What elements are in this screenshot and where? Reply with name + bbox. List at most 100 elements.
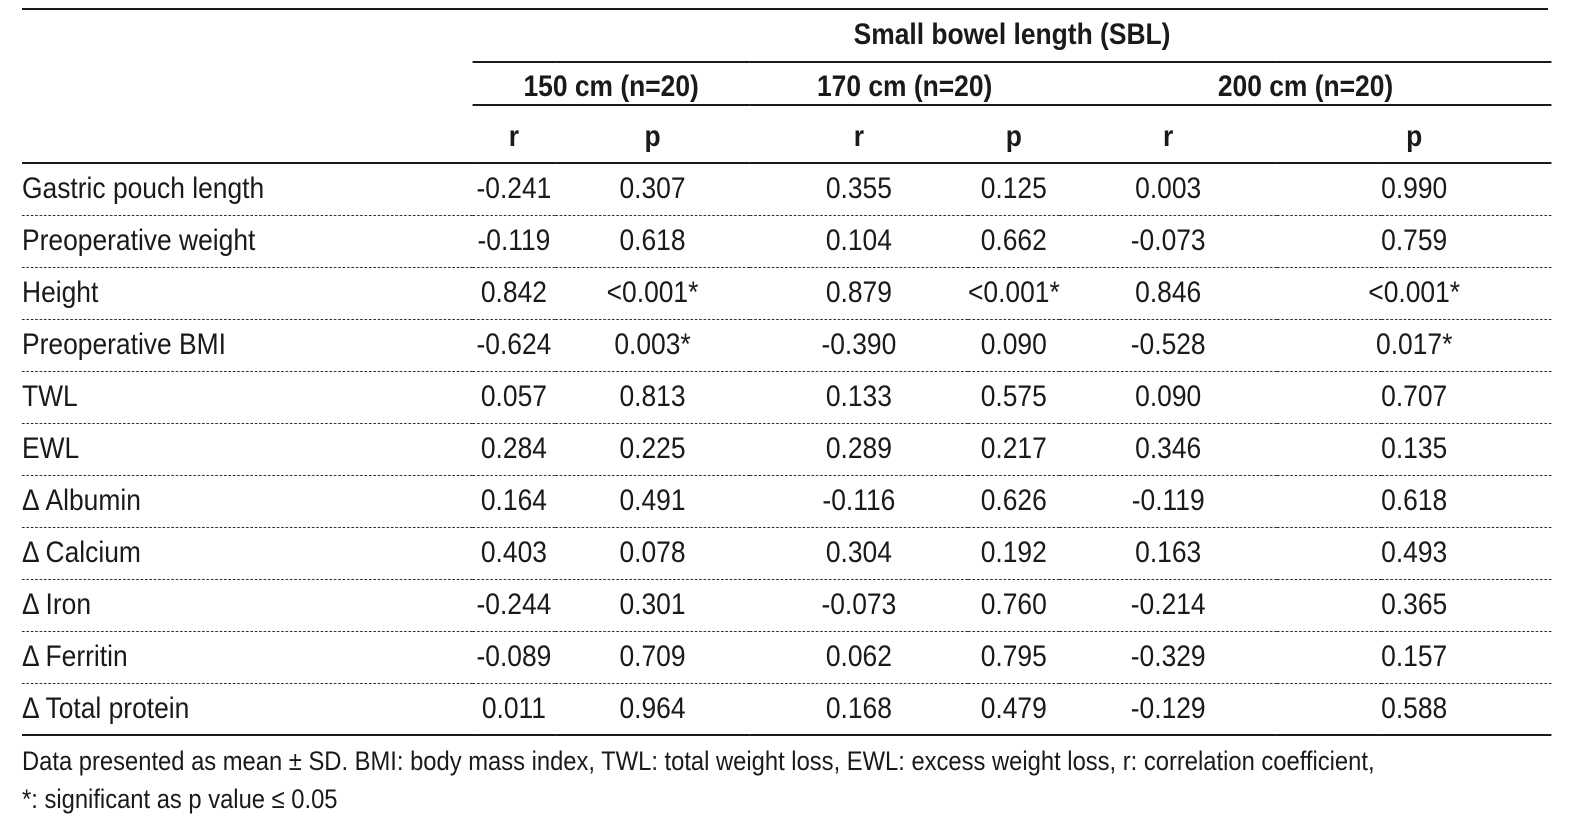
r-value-200: 0.163 xyxy=(1059,527,1277,580)
p-value-200: 0.990 xyxy=(1276,163,1552,216)
r-value-150: 0.164 xyxy=(472,475,556,528)
correlation-table: Small bowel length (SBL) 150 cm (n=20) 1… xyxy=(22,8,1552,736)
p-value-150: 0.618 xyxy=(555,215,750,268)
table-row: Δ Calcium 0.403 0.078 0.304 0.192 0.163 … xyxy=(22,527,1552,580)
footnote-line: Data presented as mean ± SD. BMI: body m… xyxy=(22,746,1375,776)
p-value-150: 0.813 xyxy=(555,371,750,424)
table-row: Δ Total protein 0.011 0.964 0.168 0.479 … xyxy=(22,683,1552,736)
p-value-170: 0.760 xyxy=(968,579,1060,632)
r-value-200: -0.329 xyxy=(1059,631,1277,684)
r-value-170: 0.879 xyxy=(749,267,968,320)
group-title: Small bowel length (SBL) xyxy=(472,8,1552,63)
group-header-170: 170 cm (n=20) xyxy=(749,62,1060,112)
header-row-group: Small bowel length (SBL) xyxy=(22,8,1552,63)
group-label: 170 cm (n=20) xyxy=(749,70,1060,106)
p-value-200: 0.759 xyxy=(1276,215,1552,268)
r-value-150: 0.057 xyxy=(472,371,556,424)
r-value-150: 0.284 xyxy=(472,423,556,476)
p-value-200: 0.618 xyxy=(1276,475,1552,528)
table-row: EWL 0.284 0.225 0.289 0.217 0.346 0.135 xyxy=(22,423,1552,476)
header-row-stats: r p r p r p xyxy=(22,112,1552,164)
p-value-150: 0.709 xyxy=(555,631,750,684)
r-value-170: 0.289 xyxy=(749,423,968,476)
r-value-200: -0.129 xyxy=(1059,683,1277,736)
r-value-170: -0.116 xyxy=(749,475,968,528)
p-value-170: 0.479 xyxy=(968,683,1060,736)
table-row: Height 0.842 <0.001* 0.879 <0.001* 0.846… xyxy=(22,267,1552,320)
r-value-200: -0.528 xyxy=(1059,319,1277,372)
p-value-200: <0.001* xyxy=(1276,267,1552,320)
table-row: TWL 0.057 0.813 0.133 0.575 0.090 0.707 xyxy=(22,371,1552,424)
row-label: Preoperative weight xyxy=(22,215,473,268)
p-value-150: 0.301 xyxy=(555,579,750,632)
p-value-200: 0.017* xyxy=(1276,319,1552,372)
r-value-200: -0.214 xyxy=(1059,579,1277,632)
row-label: Δ Iron xyxy=(22,579,473,632)
r-value-200: 0.346 xyxy=(1059,423,1277,476)
row-label: Preoperative BMI xyxy=(22,319,473,372)
p-header: p xyxy=(1276,112,1552,164)
p-value-150: 0.225 xyxy=(555,423,750,476)
p-value-150: 0.078 xyxy=(555,527,750,580)
row-label: Gastric pouch length xyxy=(22,163,473,216)
r-value-150: -0.119 xyxy=(472,215,556,268)
table-row: Δ Albumin 0.164 0.491 -0.116 0.626 -0.11… xyxy=(22,475,1552,528)
r-value-170: 0.168 xyxy=(749,683,968,736)
r-header: r xyxy=(749,112,968,164)
p-value-150: 0.307 xyxy=(555,163,750,216)
p-value-200: 0.707 xyxy=(1276,371,1552,424)
p-value-200: 0.157 xyxy=(1276,631,1552,684)
r-value-150: -0.244 xyxy=(472,579,556,632)
p-value-150: 0.964 xyxy=(555,683,750,736)
p-value-150: <0.001* xyxy=(555,267,750,320)
r-value-200: 0.003 xyxy=(1059,163,1277,216)
header-empty-cell xyxy=(22,8,473,62)
p-value-200: 0.493 xyxy=(1276,527,1552,580)
p-value-200: 0.588 xyxy=(1276,683,1552,736)
table-row: Preoperative weight -0.119 0.618 0.104 0… xyxy=(22,215,1552,268)
p-header: p xyxy=(968,112,1060,164)
row-label: Δ Total protein xyxy=(22,683,473,736)
correlation-table-container: Small bowel length (SBL) 150 cm (n=20) 1… xyxy=(22,8,1552,736)
header-empty-cell xyxy=(22,112,473,164)
r-value-200: -0.073 xyxy=(1059,215,1277,268)
p-value-170: 0.795 xyxy=(968,631,1060,684)
table-row: Δ Ferritin -0.089 0.709 0.062 0.795 -0.3… xyxy=(22,631,1552,684)
r-value-150: -0.624 xyxy=(472,319,556,372)
p-value-200: 0.135 xyxy=(1276,423,1552,476)
r-value-170: -0.390 xyxy=(749,319,968,372)
header-empty-cell xyxy=(22,62,473,112)
table-row: Preoperative BMI -0.624 0.003* -0.390 0.… xyxy=(22,319,1552,372)
p-value-150: 0.491 xyxy=(555,475,750,528)
p-value-170: 0.125 xyxy=(968,163,1060,216)
r-value-200: 0.846 xyxy=(1059,267,1277,320)
row-label: Height xyxy=(22,267,473,320)
row-label: TWL xyxy=(22,371,473,424)
row-label: EWL xyxy=(22,423,473,476)
table-footnote: Data presented as mean ± SD. BMI: body m… xyxy=(22,742,1562,818)
row-label: Δ Albumin xyxy=(22,475,473,528)
r-value-170: 0.104 xyxy=(749,215,968,268)
r-value-200: -0.119 xyxy=(1059,475,1277,528)
header-row-subgroups: 150 cm (n=20) 170 cm (n=20) 200 cm (n=20… xyxy=(22,62,1552,112)
r-value-150: -0.241 xyxy=(472,163,556,216)
r-value-170: 0.062 xyxy=(749,631,968,684)
r-value-170: 0.355 xyxy=(749,163,968,216)
r-value-170: 0.133 xyxy=(749,371,968,424)
group-label: 200 cm (n=20) xyxy=(1059,70,1552,106)
footnote-line: *: significant as p value ≤ 0.05 xyxy=(22,784,338,814)
r-value-150: 0.842 xyxy=(472,267,556,320)
r-value-150: 0.011 xyxy=(472,683,556,736)
table-row: Δ Iron -0.244 0.301 -0.073 0.760 -0.214 … xyxy=(22,579,1552,632)
p-value-150: 0.003* xyxy=(555,319,750,372)
p-value-170: 0.662 xyxy=(968,215,1060,268)
r-value-200: 0.090 xyxy=(1059,371,1277,424)
p-value-170: 0.090 xyxy=(968,319,1060,372)
r-value-150: 0.403 xyxy=(472,527,556,580)
group-header-150: 150 cm (n=20) xyxy=(472,62,750,112)
r-value-170: -0.073 xyxy=(749,579,968,632)
group-label: 150 cm (n=20) xyxy=(472,70,750,106)
p-value-170: <0.001* xyxy=(968,267,1060,320)
r-header: r xyxy=(472,112,556,164)
r-header: r xyxy=(1059,112,1277,164)
